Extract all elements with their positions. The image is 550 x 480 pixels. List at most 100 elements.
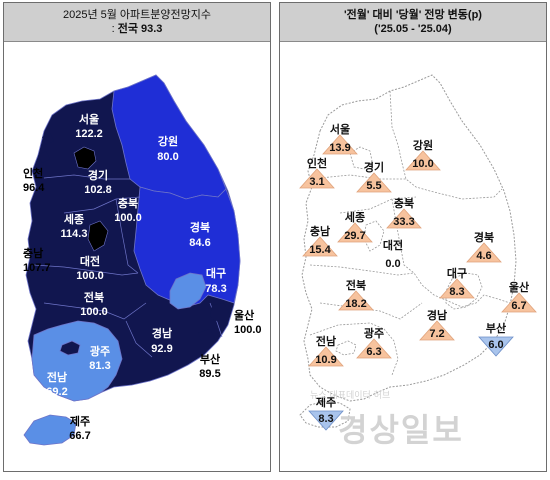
value-gangwon: 80.0 [157, 151, 178, 163]
marker-seoul: 서울 13.9 [322, 122, 358, 155]
value-gwangju: 81.3 [89, 360, 110, 372]
right-subtitle: ('25.05 - '25.04) [374, 23, 452, 35]
marker-gyeonggi: 경기 5.5 [356, 160, 392, 193]
left-subtitle: : 전국 93.3 [111, 23, 163, 35]
value-sejong: 29.7 [344, 230, 365, 242]
value-busan: 89.5 [199, 368, 220, 380]
right-header: '전월' 대비 '당월' 전망 변동(p) ('25.05 - '25.04) [280, 3, 546, 42]
label-sejong: 세종 [345, 210, 365, 224]
marker-incheon: 인천 3.1 [299, 156, 335, 189]
right-change-map: 서울 13.9 강원 10.0 인천 3.1 경기 5.5 충북 33.3 세종 29.7 충남 15.4… [299, 74, 537, 431]
marker-gyeongbuk-up-triangle-icon [466, 242, 502, 263]
value-gwangju: 6.3 [366, 346, 381, 358]
region-incheon-island-1 [42, 133, 54, 145]
value-busan: 6.0 [488, 339, 503, 351]
marker-jeju-down-triangle-icon [308, 410, 344, 431]
region-busan [198, 329, 216, 347]
region-seoul-core [73, 146, 97, 170]
marker-gyeongnam-up-triangle-icon [419, 320, 455, 341]
marker-gwangju: 광주 6.3 [356, 327, 392, 359]
value-jeju: 66.7 [69, 430, 90, 442]
region-daejeon-core [87, 220, 109, 252]
label-gwangju: 광주 [364, 327, 384, 340]
label-busan: 부산 [486, 321, 506, 335]
value-jeonbuk: 18.2 [345, 298, 366, 310]
region-incheon-island-2 [38, 151, 50, 163]
value-incheon: 3.1 [309, 176, 324, 188]
watermark-subtext: 뉴스 대표데이터 허브 [310, 391, 391, 401]
label-gangwon: 강원 [158, 134, 178, 148]
left-labels: 서울 122.2 인천 96.4 경기 102.8 강원 80.0 충북 100… [23, 112, 262, 442]
change-markers: 서울 13.9 강원 10.0 인천 3.1 경기 5.5 충북 33.3 세종 29.7 충남 15.4… [299, 122, 537, 431]
value-gyeonggi: 102.8 [84, 184, 112, 196]
region-jeonnam [31, 320, 123, 402]
label-gyeongbuk: 경북 [190, 220, 210, 234]
label-jeonnam: 전남 [47, 370, 67, 384]
marker-gwangju-up-triangle-icon [356, 338, 392, 359]
region-gwangju [59, 340, 81, 356]
marker-incheon-up-triangle-icon [299, 168, 335, 189]
marker-daegu: 대구 8.3 [439, 266, 475, 299]
value-gyeongnam: 92.9 [151, 343, 172, 355]
region-gyeongbuk [133, 186, 241, 308]
value-daegu: 8.3 [449, 286, 464, 298]
value-seoul: 122.2 [75, 128, 103, 140]
value-gyeongnam: 7.2 [429, 328, 444, 340]
marker-sejong-up-triangle-icon [337, 222, 373, 243]
value-gyeongbuk: 84.6 [189, 237, 210, 249]
value-incheon: 96.4 [23, 182, 45, 194]
label-gyeonggi: 경기 [364, 160, 384, 174]
outline-base [301, 74, 517, 402]
value-ulsan: 6.7 [511, 300, 526, 312]
value-gangwon: 10.0 [412, 158, 433, 170]
label-gyeongbuk: 경북 [474, 230, 494, 244]
value-chungbuk: 100.0 [114, 212, 142, 224]
label-chungnam: 충남 [310, 224, 330, 238]
label-gyeongnam: 경남 [152, 326, 172, 340]
label-busan: 부산 [200, 352, 220, 366]
province-boundaries-right [309, 90, 511, 376]
value-gyeongbuk: 4.6 [476, 250, 491, 262]
marker-gyeongbuk: 경북 4.6 [466, 230, 502, 263]
marker-daegu-up-triangle-icon [439, 278, 475, 299]
label-gwangju: 광주 [90, 345, 110, 358]
marker-jeonnam-up-triangle-icon [308, 346, 344, 367]
region-daegu [169, 272, 207, 310]
marker-gangwon-up-triangle-icon [405, 150, 441, 171]
value-ulsan: 100.0 [234, 324, 262, 336]
left-header: 2025년 5월 아파트분양전망지수 : 전국 93.3 [4, 3, 270, 42]
marker-jeju: 제주 8.3 [308, 395, 344, 431]
marker-jeonnam: 전남 10.9 [308, 334, 344, 367]
value-daegu: 78.3 [205, 283, 226, 295]
marker-chungbuk-up-triangle-icon [386, 208, 422, 229]
marker-chungnam-up-triangle-icon [302, 236, 338, 257]
marker-sejong: 세종 29.7 [337, 210, 373, 243]
marker-gyeonggi-up-triangle-icon [356, 172, 392, 193]
right-title: '전월' 대비 '당월' 전망 변동(p) [344, 9, 482, 21]
value-daejeon: 0.0 [385, 258, 400, 270]
label-jeonnam: 전남 [316, 334, 336, 348]
label-daejeon: 대전 [383, 238, 403, 252]
value-chungbuk: 33.3 [393, 216, 414, 228]
label-jeju: 제주 [316, 395, 336, 409]
marker-chungnam: 충남 15.4 [302, 224, 338, 257]
label-jeju: 제주 [70, 414, 90, 428]
label-incheon: 인천 [307, 156, 327, 170]
left-map-panel: 2025년 5월 아파트분양전망지수 : 전국 93.3 [3, 2, 271, 472]
label-chungbuk: 충북 [118, 196, 138, 210]
label-seoul: 서울 [79, 112, 99, 126]
left-choropleth-map: 서울 122.2 인천 96.4 경기 102.8 강원 80.0 충북 100… [23, 74, 262, 446]
value-jeonbuk: 100.0 [80, 306, 108, 318]
marker-busan-down-triangle-icon [478, 336, 514, 357]
value-seoul: 13.9 [329, 142, 350, 154]
label-daejeon: 대전 [80, 254, 100, 268]
label-chungbuk: 충북 [394, 196, 414, 210]
label-incheon: 인천 [23, 166, 43, 180]
label-gyeonggi: 경기 [88, 168, 108, 182]
value-sejong: 114.3 [61, 228, 88, 240]
marker-seoul-up-triangle-icon [322, 134, 358, 155]
watermark-logo: 경상일보 [338, 411, 464, 449]
value-gyeonggi: 5.5 [366, 180, 381, 192]
label-chungnam: 충남 [23, 246, 43, 260]
marker-chungbuk: 충북 33.3 [386, 196, 422, 229]
